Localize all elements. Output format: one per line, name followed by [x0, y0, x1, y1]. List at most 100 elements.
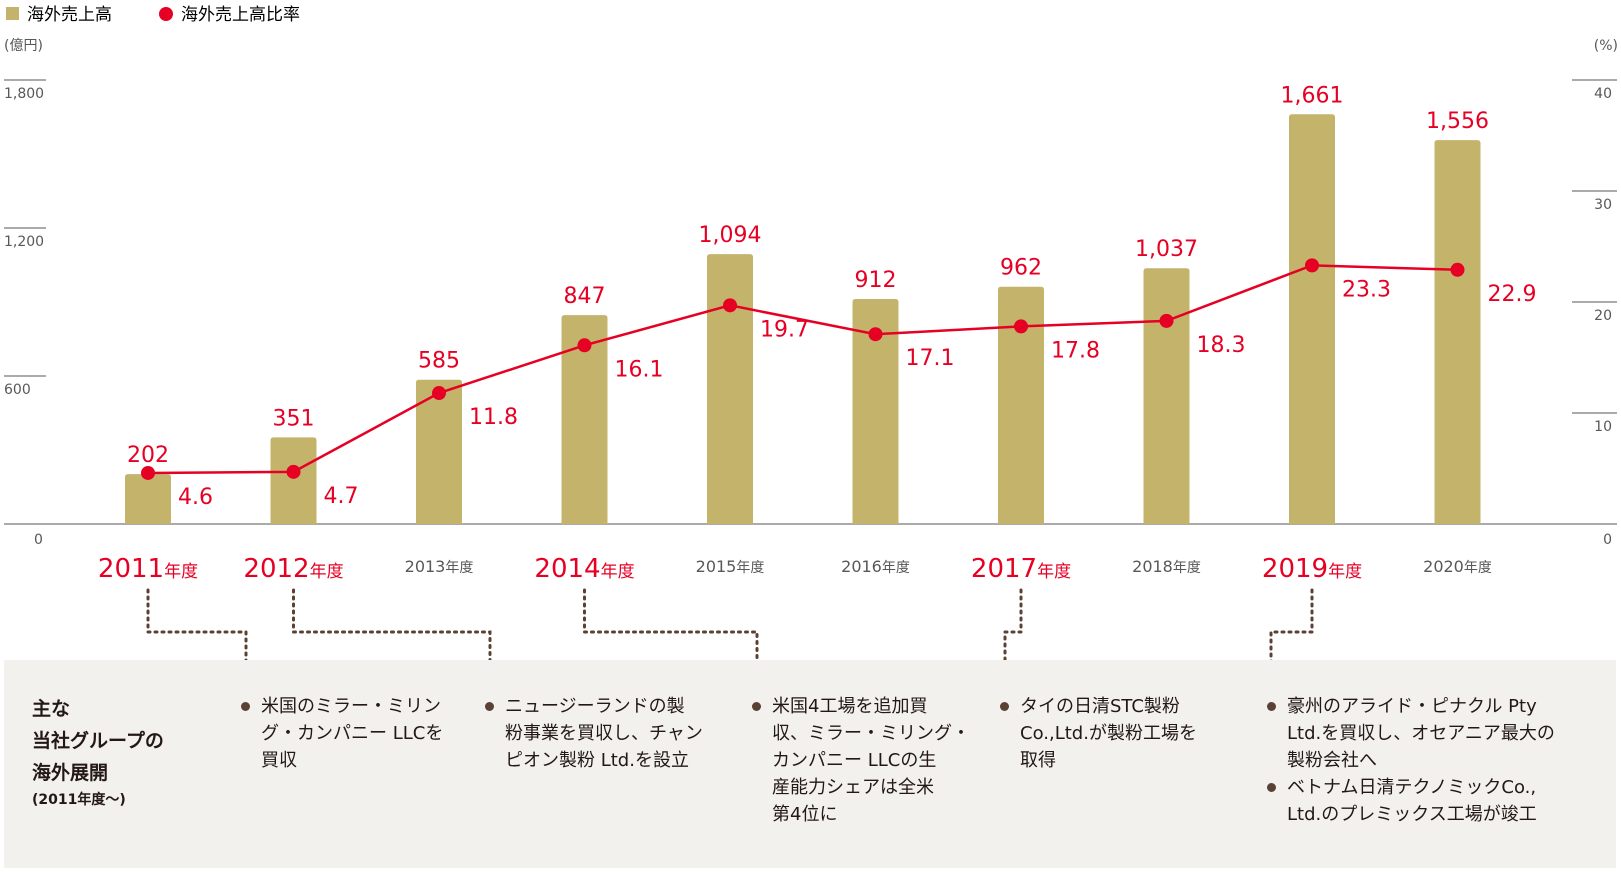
- ratio-point: [1305, 258, 1319, 273]
- x-tick-year: 2019: [1262, 554, 1328, 584]
- left-tick-label: 0: [34, 532, 43, 548]
- ratio-point: [141, 465, 155, 480]
- bar: [1143, 268, 1190, 524]
- bar-value-label: 1,037: [1135, 237, 1198, 262]
- legend-bar-label: 海外売上高: [27, 5, 112, 25]
- ratio-point: [577, 338, 592, 353]
- bar-value-label: 962: [1000, 256, 1042, 281]
- ratio-point: [723, 298, 737, 313]
- x-tick-year: 2013: [405, 557, 446, 576]
- event-2019: 豪州のアライド・ピナクル Pty Ltd.を買収し、オセアニア最大の 製粉会社へ…: [1267, 693, 1587, 828]
- x-tick-suffix: 年度: [310, 562, 344, 582]
- x-tick-year: 2014: [534, 554, 600, 584]
- bar: [416, 379, 462, 524]
- x-tick-suffix: 年度: [164, 562, 198, 582]
- bar-value-label: 1,094: [699, 223, 762, 248]
- left-tick-label: 600: [4, 382, 31, 398]
- x-tick-label: 2016年度: [841, 557, 910, 576]
- event-text: 産能力シェアは全米: [772, 777, 934, 798]
- event-item: ニュージーランドの製 粉事業を買収し、チャン ピオン製粉 Ltd.を設立: [485, 693, 725, 774]
- ratio-value-label: 4.7: [324, 484, 359, 509]
- x-tick-suffix: 年度: [1328, 562, 1362, 582]
- event-text: グ・カンパニー LLCを: [261, 723, 444, 744]
- events-title-sub: (2011年度〜): [32, 792, 126, 808]
- ratio-point: [868, 327, 883, 342]
- x-tick-label: 2014年度: [534, 554, 634, 584]
- event-2012: ニュージーランドの製 粉事業を買収し、チャン ピオン製粉 Ltd.を設立: [485, 693, 725, 774]
- left-axis-unit: (億円): [4, 38, 43, 54]
- ratio-point: [432, 386, 446, 401]
- x-axis-labels: 2011年度 2012年度 2013年度 2014年度 2015年度 2016年度 2017…: [98, 554, 1492, 584]
- x-tick-suffix: 年度: [601, 562, 635, 582]
- x-tick-label: 2015年度: [696, 557, 765, 576]
- bar-value-label: 1,661: [1281, 83, 1344, 108]
- data-labels: 202 351 585 847 1,094 912 962 1,037 1,661 1,556 4.…: [127, 83, 1536, 510]
- bar: [852, 299, 899, 524]
- line-series: [141, 258, 1465, 480]
- x-tick-suffix: 年度: [1464, 560, 1492, 576]
- bar-value-label: 585: [418, 349, 460, 374]
- bar: [270, 437, 317, 524]
- x-tick-label: 2017年度: [971, 554, 1071, 584]
- left-tick-label: 1,200: [4, 234, 44, 250]
- event-text: ベトナム日清テクノミックCo.,: [1287, 777, 1537, 798]
- events-title: 主な 当社グループの 海外展開 (2011年度〜): [32, 693, 164, 811]
- event-2011: 米国のミラー・ミリン グ・カンパニー LLCを 買収: [241, 693, 461, 774]
- event-2017: タイの日清STC製粉 Co.,Ltd.が製粉工場を 取得: [1000, 693, 1220, 774]
- left-tick-label: 1,800: [4, 86, 44, 102]
- legend-bar-swatch: [6, 7, 19, 20]
- right-axis-unit: (%): [1594, 38, 1618, 54]
- event-text: 収、ミラー・ミリング・: [772, 723, 970, 744]
- right-tick-label: 20: [1594, 308, 1612, 324]
- bar-value-label: 912: [855, 268, 897, 293]
- x-tick-label: 2019年度: [1262, 554, 1362, 584]
- event-text: 米国4工場を追加買: [772, 696, 928, 717]
- x-tick-suffix: 年度: [882, 560, 910, 576]
- x-tick-year: 2011: [98, 554, 164, 584]
- ratio-line: [147, 264, 1458, 475]
- ratio-value-label: 17.1: [906, 346, 955, 371]
- bar: [707, 254, 753, 524]
- event-text: ニュージーランドの製: [505, 696, 685, 717]
- x-tick-year: 2018: [1132, 557, 1173, 576]
- bar-value-label: 1,556: [1426, 109, 1489, 134]
- bar-series: [125, 114, 1481, 525]
- event-item: ベトナム日清テクノミックCo., Ltd.のプレミックス工場が竣工: [1267, 774, 1587, 828]
- ratio-value-label: 23.3: [1342, 277, 1391, 302]
- event-text: Ltd.のプレミックス工場が竣工: [1287, 804, 1537, 825]
- event-text: 製粉会社へ: [1287, 750, 1377, 771]
- event-text: Ltd.を買収し、オセアニア最大の: [1287, 723, 1555, 744]
- x-tick-label: 2011年度: [98, 554, 198, 584]
- x-tick-label: 2012年度: [243, 554, 343, 584]
- x-tick-label: 2018年度: [1132, 557, 1201, 576]
- legend-line-label: 海外売上高比率: [181, 5, 300, 25]
- ratio-value-label: 4.6: [178, 485, 213, 510]
- events-title-line1: 主な: [32, 698, 71, 720]
- bar: [561, 315, 608, 524]
- event-item: 米国4工場を追加買 収、ミラー・ミリング・ カンパニー LLCの生 産能力シェア…: [752, 693, 972, 828]
- bar: [1434, 140, 1481, 525]
- event-text: Co.,Ltd.が製粉工場を: [1020, 723, 1197, 744]
- x-tick-year: 2020: [1423, 557, 1464, 576]
- event-text: 豪州のアライド・ピナクル Pty: [1287, 696, 1537, 717]
- event-text: 第4位に: [772, 804, 838, 825]
- x-tick-suffix: 年度: [736, 560, 764, 576]
- event-connector: [1269, 588, 1314, 702]
- right-tick-label: 30: [1594, 197, 1612, 213]
- event-2014: 米国4工場を追加買 収、ミラー・ミリング・ カンパニー LLCの生 産能力シェア…: [752, 693, 972, 828]
- ratio-value-label: 18.3: [1197, 333, 1246, 358]
- bar-value-label: 202: [127, 443, 169, 468]
- x-tick-suffix: 年度: [1037, 562, 1071, 582]
- event-text: ピオン製粉 Ltd.を設立: [505, 750, 689, 771]
- legend-line-swatch: [159, 7, 173, 21]
- bar-value-label: 351: [273, 406, 315, 431]
- ratio-value-label: 22.9: [1488, 282, 1537, 307]
- ratio-value-label: 16.1: [615, 357, 664, 382]
- ratio-point: [1014, 319, 1028, 334]
- bar: [125, 474, 171, 524]
- events-title-line2: 当社グループの: [32, 730, 164, 752]
- right-tick-label: 10: [1594, 419, 1612, 435]
- x-tick-label: 2013年度: [405, 557, 474, 576]
- event-text: タイの日清STC製粉: [1020, 696, 1180, 717]
- event-text: 取得: [1020, 750, 1056, 771]
